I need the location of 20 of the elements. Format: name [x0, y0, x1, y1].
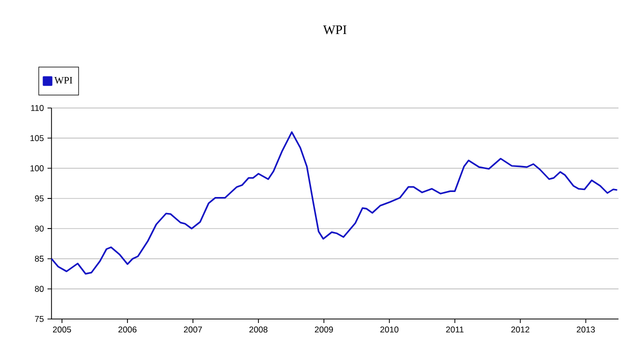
x-tick-label: 2011 — [446, 326, 464, 333]
x-tick-label: 2010 — [380, 326, 398, 333]
x-tick-label: 2013 — [576, 326, 595, 333]
y-tick-label: 75 — [35, 316, 44, 322]
y-tick-label: 85 — [34, 256, 44, 262]
chart-title: WPI — [323, 26, 346, 34]
y-tick-label: 90 — [34, 226, 44, 232]
x-tick-label: 2005 — [52, 326, 72, 333]
x-tick-label: 2006 — [118, 326, 136, 333]
y-tick-label: 80 — [34, 286, 44, 292]
x-tick-label: 2008 — [249, 326, 268, 333]
x-tick-label: 2009 — [314, 326, 333, 333]
x-tick-label: 2012 — [511, 326, 530, 333]
line-series — [50, 131, 618, 275]
y-tick-label: 100 — [30, 165, 44, 172]
legend-label: WPI — [54, 77, 72, 84]
y-tick-label: 105 — [30, 135, 44, 142]
y-tick-label: 110 — [31, 105, 44, 111]
y-tick-label: 95 — [34, 195, 44, 202]
x-tick-label: 2007 — [184, 326, 202, 333]
